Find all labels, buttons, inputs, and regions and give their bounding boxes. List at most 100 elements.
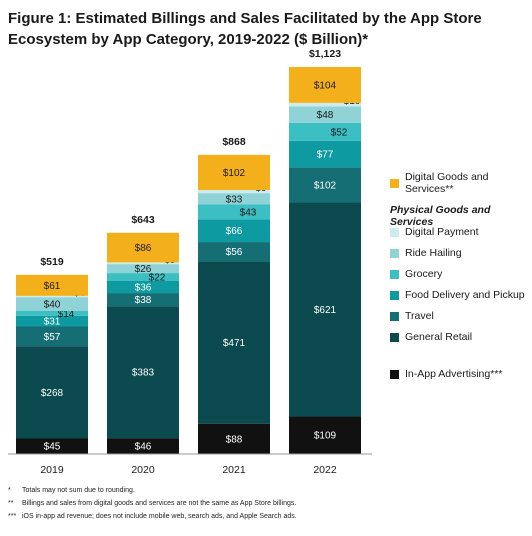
- value-label: $45: [44, 442, 61, 453]
- legend-label: In-App Advertising***: [405, 368, 503, 380]
- x-tick-label: 2021: [222, 464, 246, 476]
- legend-item: Digital Payment: [390, 226, 479, 238]
- legend-label: Grocery: [405, 268, 443, 280]
- value-label: $471: [223, 338, 246, 349]
- bar-segment-2021-in-app-advertising: [198, 423, 270, 454]
- value-label: $109: [314, 431, 337, 442]
- bar-segment-2020-food-delivery-and-pickup: [107, 280, 179, 294]
- bar-segment-2022-food-delivery-and-pickup: [289, 140, 361, 168]
- footnote-mark: **: [8, 500, 14, 507]
- legend-swatch: [390, 178, 399, 188]
- footnote-text: iOS in-app ad revenue; does not include …: [22, 513, 297, 520]
- legend-group-header: Physical Goods and Services: [390, 204, 491, 228]
- bar-segment-2021-food-delivery-and-pickup: [198, 219, 270, 243]
- value-label: $104: [314, 80, 337, 91]
- footnote-text: Totals may not sum due to rounding.: [22, 487, 135, 494]
- legend-swatch: [390, 290, 399, 300]
- x-tick-label: 2022: [313, 464, 337, 476]
- value-label: $38: [135, 295, 152, 306]
- bar-segment-2019-ride-hailing: [16, 297, 88, 311]
- bar-segment-2022-travel: [289, 167, 361, 203]
- value-label: $621: [314, 305, 337, 316]
- legend-label: Ride Hailing: [405, 247, 462, 259]
- value-label: $102: [314, 180, 337, 191]
- legend-item: Digital Goods and Services**: [390, 171, 532, 195]
- value-label: $46: [135, 442, 152, 453]
- legend-item: General Retail: [390, 331, 472, 343]
- bar-segment-2022-digital-payment: [289, 102, 361, 107]
- total-label: $519: [40, 256, 64, 268]
- legend-swatch: [390, 369, 399, 379]
- x-tick-label: 2020: [131, 464, 155, 476]
- bar-segment-2019-digital-goods-and-services: [16, 274, 88, 296]
- total-label: $868: [222, 136, 246, 148]
- bar-segment-2019-travel: [16, 326, 88, 347]
- legend-label: Digital Payment: [405, 226, 479, 238]
- value-label: $383: [132, 368, 155, 379]
- chart-title: Figure 1: Estimated Billings and Sales F…: [8, 10, 482, 48]
- bar-segment-2021-digital-goods-and-services: [198, 154, 270, 191]
- legend-swatch: [390, 269, 399, 279]
- value-label: $61: [44, 281, 61, 292]
- bar-segment-2019-food-delivery-and-pickup: [16, 315, 88, 327]
- legend-swatch: [390, 311, 399, 321]
- bar-segment-2020-digital-payment: [107, 262, 179, 265]
- value-label: $88: [226, 434, 243, 445]
- legend-swatch: [390, 248, 399, 258]
- value-label: $77: [317, 150, 334, 161]
- value-label: $33: [226, 194, 243, 205]
- value-label: $26: [135, 264, 152, 275]
- value-label: $268: [41, 388, 64, 399]
- footnote: * Totals may not sum due to rounding.: [8, 487, 135, 494]
- bar-segment-2019-general-retail: [16, 346, 88, 439]
- footnote: *** iOS in-app ad revenue; does not inclu…: [8, 513, 297, 520]
- legend-label: Digital Goods and Services**: [405, 171, 489, 195]
- bar-segment-2021-digital-payment: [198, 190, 270, 194]
- legend-item: Ride Hailing: [390, 247, 462, 259]
- bar-segment-2020-digital-goods-and-services: [107, 232, 179, 263]
- footnote: ** Billings and sales from digital goods …: [8, 500, 296, 507]
- value-label: $40: [44, 300, 61, 311]
- legend-label: General Retail: [405, 331, 473, 343]
- bar-segment-2021-ride-hailing: [198, 193, 270, 205]
- legend-item: Grocery: [390, 268, 442, 280]
- legend-item: Travel: [390, 310, 434, 322]
- bar-segment-2022-general-retail: [289, 202, 361, 417]
- total-label: $643: [131, 214, 155, 226]
- bar-segment-2021-general-retail: [198, 261, 270, 424]
- value-label: $52: [331, 127, 348, 138]
- bar-segment-2020-grocery: [107, 273, 179, 281]
- bar-segment-2019-digital-payment: [16, 295, 88, 298]
- value-label: $22: [149, 272, 166, 283]
- value-label: $43: [240, 207, 257, 218]
- value-label: $36: [135, 282, 152, 293]
- legend-swatch: [390, 227, 399, 237]
- value-label: $48: [317, 110, 334, 121]
- bar-segment-2020-travel: [107, 293, 179, 307]
- bar-segment-2020-ride-hailing: [107, 264, 179, 274]
- bar-segment-2021-grocery: [198, 204, 270, 220]
- bar-segment-2019-in-app-advertising: [16, 438, 88, 454]
- bar-segment-2020-general-retail: [107, 306, 179, 439]
- value-label: $31: [44, 317, 61, 328]
- bar-segment-2022-ride-hailing: [289, 106, 361, 123]
- footnote-text: Billings and sales from digital goods an…: [22, 500, 297, 507]
- legend-label: Food Delivery and Pickup: [405, 289, 525, 301]
- x-tick-label: 2019: [40, 464, 64, 476]
- value-label: $56: [226, 247, 243, 258]
- footnote-mark: *: [8, 487, 11, 494]
- legend-item: Food Delivery and Pickup: [390, 289, 525, 301]
- value-label: $66: [226, 226, 243, 237]
- legend-swatch: [390, 332, 399, 342]
- value-label: $57: [44, 332, 61, 343]
- value-label: $86: [135, 243, 152, 254]
- value-label: $14: [58, 309, 75, 320]
- total-label: $1,123: [309, 48, 341, 60]
- bar-segment-2021-travel: [198, 242, 270, 262]
- legend-label: Travel: [405, 310, 434, 322]
- legend-item: In-App Advertising***: [390, 368, 502, 380]
- value-label: $102: [223, 168, 246, 179]
- footnote-mark: ***: [8, 513, 17, 520]
- bar-segment-2022-digital-goods-and-services: [289, 67, 361, 103]
